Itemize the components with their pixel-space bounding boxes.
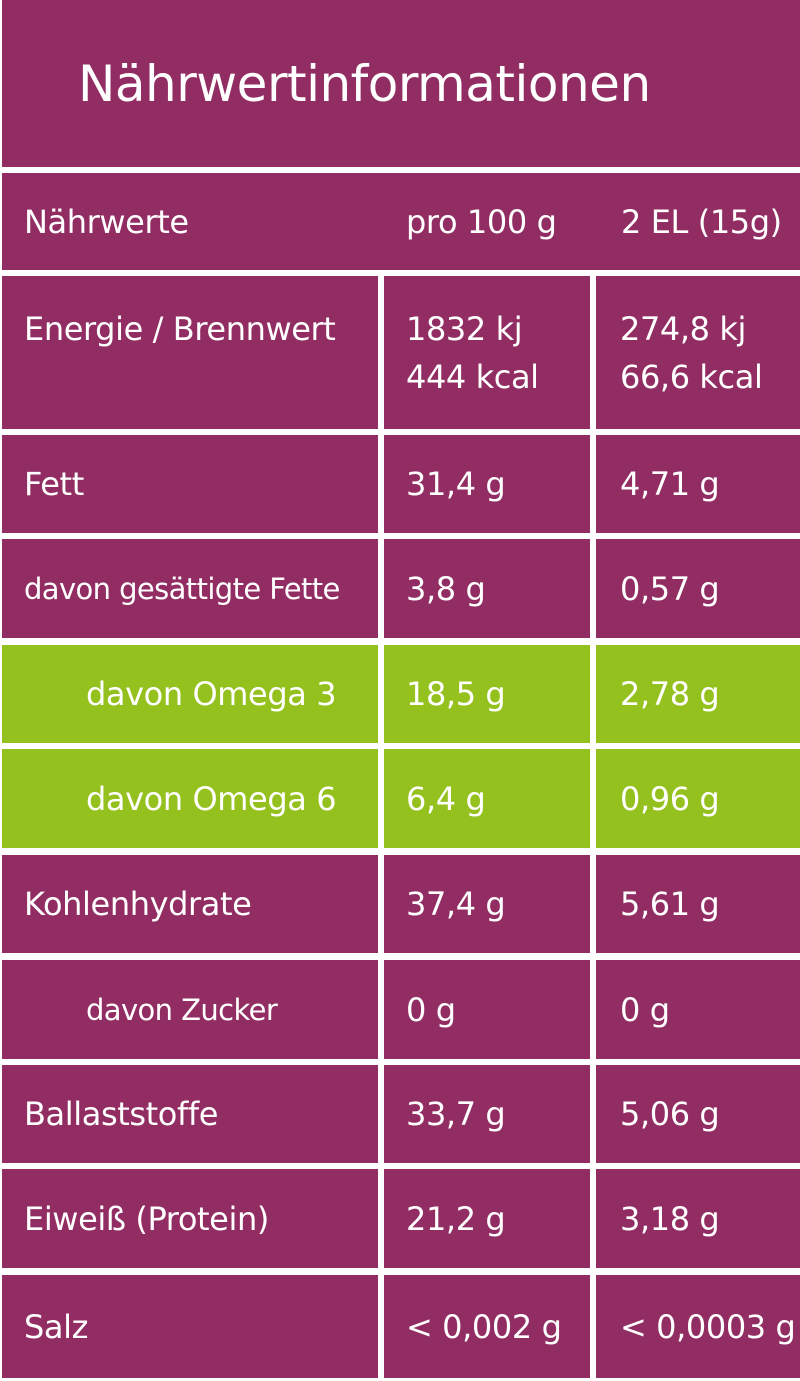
nutrient-name: Kohlenhydrate — [24, 885, 252, 923]
table-row-carbs-label: Kohlenhydrate — [2, 855, 378, 953]
nutrient-name: davon Zucker — [86, 992, 278, 1027]
table-row-energy-label: Energie / Brennwert — [2, 276, 378, 429]
table-row-carbs-per100: 37,4 g — [384, 855, 590, 953]
table-row-fat-per100: 31,4 g — [384, 435, 590, 533]
table-row-energy-per100: 1832 kj 444 kcal — [384, 276, 590, 429]
value-per-100g: < 0,002 g — [406, 1307, 562, 1346]
title-banner: Nährwertinformationen — [2, 0, 800, 167]
value-per-serving: 0,57 g — [620, 569, 720, 608]
table-row-omega6-per100: 6,4 g — [384, 749, 590, 848]
value-per-100g: 18,5 g — [406, 675, 506, 713]
value-per-serving: 3,18 g — [620, 1199, 720, 1238]
nutrient-name: Eiweiß (Protein) — [24, 1199, 269, 1238]
value-per-serving: 0,96 g — [620, 779, 720, 818]
table-row-fat-serving: 4,71 g — [596, 435, 800, 533]
table-row-sugar-label: davon Zucker — [2, 960, 378, 1059]
value-per-100g: 6,4 g — [406, 779, 486, 818]
column-header-per-100g: pro 100 g — [406, 202, 557, 241]
table-row-fiber-serving: 5,06 g — [596, 1065, 800, 1163]
nutrient-name: davon Omega 6 — [86, 779, 337, 818]
table-row-omega3-per100: 18,5 g — [384, 645, 590, 743]
column-header-nutrient: Nährwerte — [24, 202, 189, 241]
table-row-omega6-serving: 0,96 g — [596, 749, 800, 848]
nutrient-name: davon gesättigte Fette — [24, 571, 340, 606]
value-per-100g: 21,2 g — [406, 1199, 506, 1238]
table-row-omega6-label: davon Omega 6 — [2, 749, 378, 848]
value-per-100g: 0 g — [406, 990, 456, 1029]
table-row-protein-per100: 21,2 g — [384, 1169, 590, 1268]
value-per-100g: 444 kcal — [406, 358, 539, 396]
table-row-salt-per100: < 0,002 g — [384, 1275, 590, 1378]
value-per-serving: < 0,0003 g — [620, 1307, 796, 1346]
table-row-omega3-label: davon Omega 3 — [2, 645, 378, 743]
nutrient-name: Energie / Brennwert — [24, 310, 336, 348]
value-per-serving: 5,06 g — [620, 1095, 720, 1133]
value-per-serving: 274,8 kj — [620, 310, 747, 348]
value-per-serving: 5,61 g — [620, 885, 720, 923]
value-per-100g: 31,4 g — [406, 465, 506, 503]
table-row-fiber-per100: 33,7 g — [384, 1065, 590, 1163]
value-per-serving: 2,78 g — [620, 675, 720, 713]
table-row-omega3-serving: 2,78 g — [596, 645, 800, 743]
table-row-sugar-serving: 0 g — [596, 960, 800, 1059]
page-title: Nährwertinformationen — [78, 54, 651, 113]
value-per-100g: 1832 kj — [406, 310, 523, 348]
table-row-sugar-per100: 0 g — [384, 960, 590, 1059]
nutrient-name: Fett — [24, 465, 84, 503]
table-row-saturated-fat-label: davon gesättigte Fette — [2, 539, 378, 638]
value-per-100g: 37,4 g — [406, 885, 506, 923]
table-row-saturated-fat-per100: 3,8 g — [384, 539, 590, 638]
value-per-serving: 4,71 g — [620, 465, 720, 503]
value-per-100g: 33,7 g — [406, 1095, 506, 1133]
nutrient-name: Salz — [24, 1307, 89, 1346]
nutrient-name: davon Omega 3 — [86, 675, 337, 713]
table-row-salt-label: Salz — [2, 1275, 378, 1378]
table-row-salt-serving: < 0,0003 g — [596, 1275, 800, 1378]
table-row-saturated-fat-serving: 0,57 g — [596, 539, 800, 638]
value-per-serving: 66,6 kcal — [620, 358, 763, 396]
table-row-energy-serving: 274,8 kj 66,6 kcal — [596, 276, 800, 429]
table-row-fiber-label: Ballaststoffe — [2, 1065, 378, 1163]
table-row-protein-label: Eiweiß (Protein) — [2, 1169, 378, 1268]
table-row-fat-label: Fett — [2, 435, 378, 533]
value-per-100g: 3,8 g — [406, 569, 486, 608]
table-header: Nährwerte pro 100 g 2 EL (15g) — [2, 173, 800, 270]
value-per-serving: 0 g — [620, 990, 670, 1029]
table-row-protein-serving: 3,18 g — [596, 1169, 800, 1268]
table-row-carbs-serving: 5,61 g — [596, 855, 800, 953]
column-header-serving: 2 EL (15g) — [621, 202, 782, 241]
nutrient-name: Ballaststoffe — [24, 1095, 218, 1133]
